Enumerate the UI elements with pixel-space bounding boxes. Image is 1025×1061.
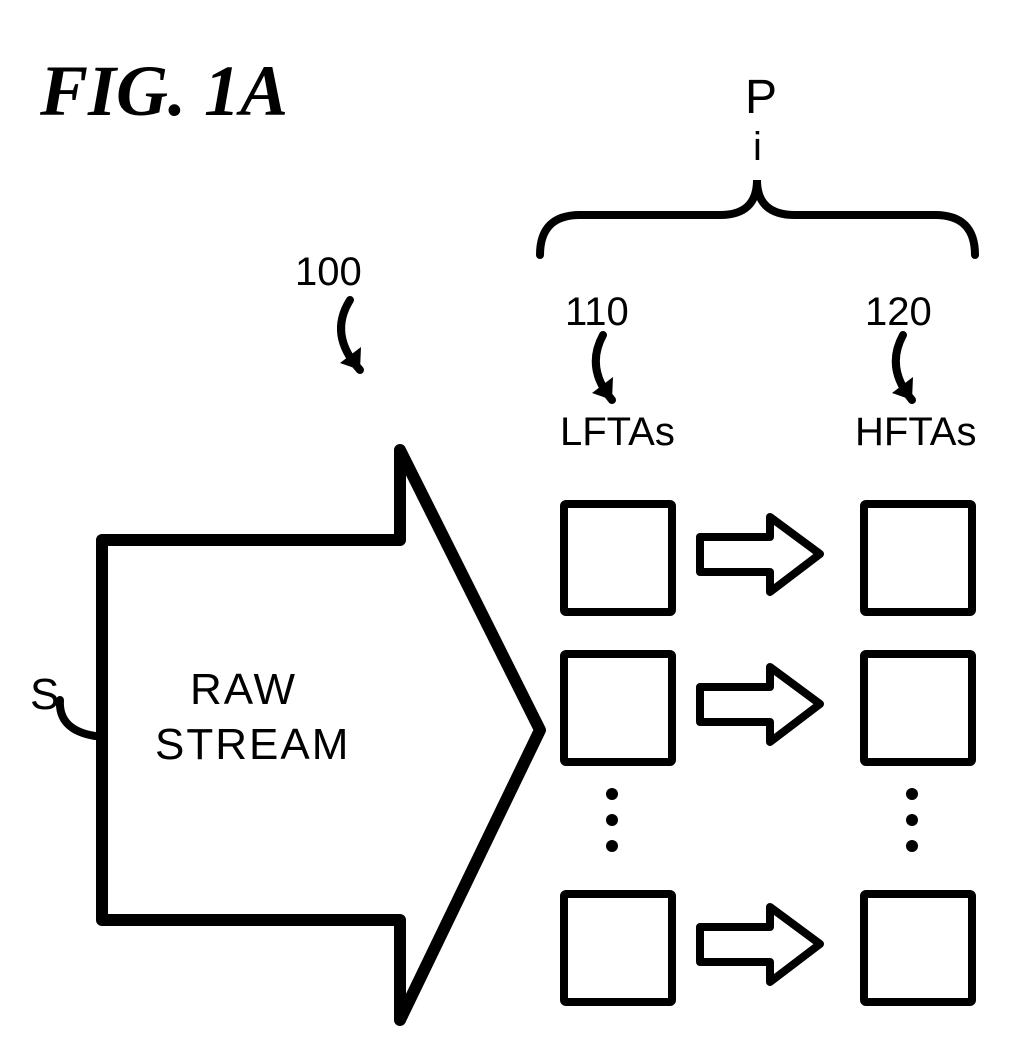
- dot-icon: [906, 788, 918, 800]
- figure-canvas: FIG. 1A P i 100 110 120 LFTAs HFTAs RAW …: [0, 0, 1025, 1061]
- dot-icon: [606, 840, 618, 852]
- leader-source-s: [0, 0, 200, 900]
- raw-stream-text-line1: RAW: [190, 665, 297, 715]
- ellipsis-lfta: [606, 788, 618, 852]
- dot-icon: [906, 840, 918, 852]
- flow-arrow-1: [695, 512, 845, 602]
- lfta-box-3: [560, 890, 676, 1006]
- column-title-hftas: HFTAs: [855, 410, 976, 455]
- dot-icon: [606, 814, 618, 826]
- dot-icon: [906, 814, 918, 826]
- lfta-box-2: [560, 650, 676, 766]
- hfta-box-2: [860, 650, 976, 766]
- flow-arrow-2: [695, 662, 845, 752]
- hfta-box-3: [860, 890, 976, 1006]
- hfta-box-1: [860, 500, 976, 616]
- flow-arrow-3: [695, 902, 845, 992]
- ellipsis-hfta: [906, 788, 918, 852]
- lfta-box-1: [560, 500, 676, 616]
- dot-icon: [606, 788, 618, 800]
